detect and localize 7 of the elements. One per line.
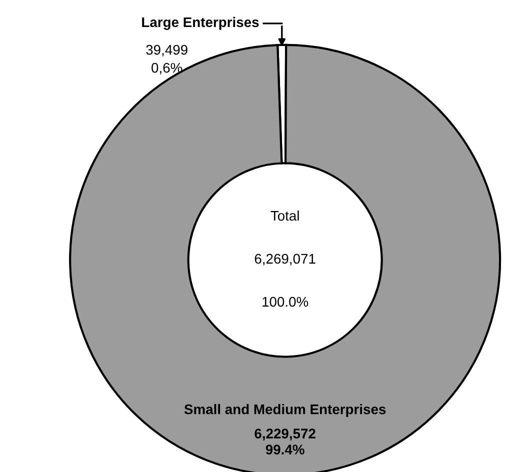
data-label: 6,229,572 99.4% <box>254 428 316 454</box>
slice-label: Large Enterprises <box>142 16 259 30</box>
slice-label: Small and Medium Enterprises <box>184 404 386 417</box>
text: 6,269,071 <box>254 254 316 266</box>
data-label: 39,499 0,6% <box>146 44 188 74</box>
text: Total <box>270 210 299 221</box>
text: 100.0% <box>262 296 308 307</box>
